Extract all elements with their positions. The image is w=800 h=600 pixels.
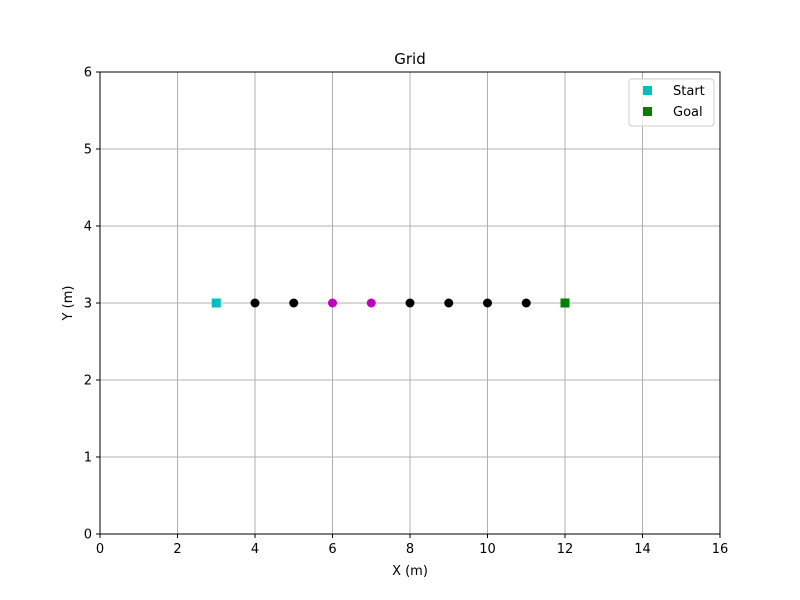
x-tick-label: 12 [557, 542, 574, 557]
x-axis-label: X (m) [392, 564, 428, 579]
data-point-circle [289, 298, 299, 308]
data-point-square [560, 298, 570, 308]
y-tick-label: 1 [84, 451, 92, 466]
y-tick-label: 6 [84, 66, 92, 81]
legend-goal-marker [643, 107, 652, 116]
legend-goal-label: Goal [673, 105, 703, 120]
y-tick-label: 0 [84, 528, 92, 543]
chart-title: Grid [394, 50, 425, 68]
x-tick-label: 14 [634, 542, 651, 557]
data-point-circle [483, 298, 492, 308]
data-point-circle [250, 298, 260, 308]
data-point-circle [521, 298, 531, 308]
x-tick-label: 16 [712, 542, 729, 557]
y-axis-label: Y (m) [61, 286, 76, 322]
x-tick-label: 2 [173, 542, 181, 557]
legend-start-marker [643, 86, 652, 95]
y-tick-label: 2 [84, 374, 92, 389]
x-tick-label: 8 [406, 542, 414, 557]
y-tick-label: 3 [84, 297, 92, 312]
data-point-circle [328, 298, 337, 308]
data-point-circle [405, 298, 415, 308]
x-tick-label: 6 [328, 542, 336, 557]
y-tick-label: 4 [84, 220, 92, 235]
data-point-square [211, 298, 221, 308]
legend: Start Goal [628, 78, 715, 127]
x-tick-label: 10 [479, 542, 496, 557]
legend-start-label: Start [673, 84, 705, 99]
data-point-circle [366, 298, 376, 308]
x-tick-label: 4 [251, 542, 259, 557]
data-points [211, 298, 570, 308]
y-tick-label: 5 [84, 143, 92, 158]
data-point-circle [444, 298, 454, 308]
x-tick-label: 0 [96, 542, 104, 557]
